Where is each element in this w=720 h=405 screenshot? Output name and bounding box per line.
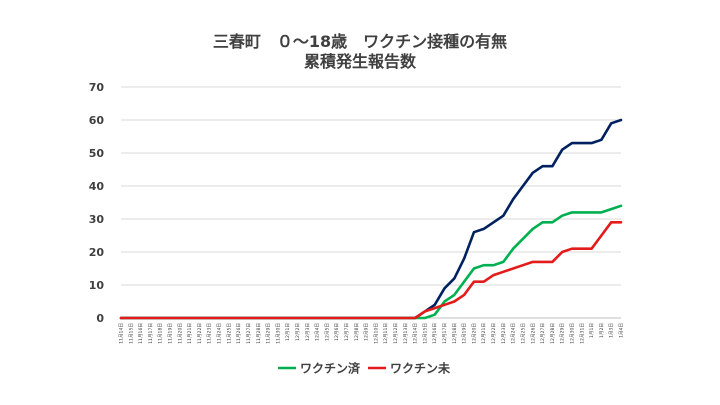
x-tick-label: 12月23日 [501,323,507,344]
x-tick-label: 12月28日 [550,323,556,344]
x-tick-label: 12月15日 [422,323,428,344]
y-tick-label: 0 [96,312,104,325]
x-tick-label: 11月28日 [256,323,262,344]
x-tick-label: 11月14日 [119,323,125,344]
x-tick-label: 11月20日 [177,323,183,344]
x-tick-label: 12月25日 [520,323,526,344]
x-tick-label: 12月2日 [295,323,301,341]
y-tick-label: 50 [89,147,105,160]
x-tick-label: 12月19日 [462,323,468,344]
x-tick-label: 11月19日 [168,323,174,344]
x-tick-label: 12月1日 [285,323,291,341]
x-tick-label: 11月18日 [158,323,164,344]
x-tick-label: 11月15日 [128,323,134,344]
x-tick-label: 12月17日 [442,323,448,344]
x-tick-label: 12月20日 [471,323,477,344]
x-tick-label: 12月3日 [305,323,311,341]
x-tick-label: 11月21日 [187,323,193,344]
x-tick-label: 12月7日 [344,323,350,341]
series-lines [119,118,623,320]
y-tick-label: 60 [89,114,105,127]
x-tick-label: 12月30日 [569,323,575,344]
x-tick-label: 12月16日 [432,323,438,344]
x-tick-label: 11月26日 [236,323,242,344]
chart-subtitle: 累積発生報告数 [304,52,417,71]
legend-label: ワクチン済 [300,361,361,376]
x-tick-label: 12月27日 [540,323,546,344]
x-tick-label: 11月22日 [197,323,203,344]
x-tick-label: 12月5日 [324,323,330,341]
grid-lines [121,86,621,319]
y-axis-tick-labels: 0 10 20 30 40 50 60 70 [89,81,105,325]
x-axis-tick-labels: 11月14日 11月15日 11月16日 11月17日 11月18日 11月19日 11月2… [119,323,625,344]
legend-label: ワクチン未 [390,361,450,376]
x-tick-label: 12月12日 [393,323,399,344]
x-tick-label: 1月2日 [599,323,605,338]
x-tick-label: 12月8日 [354,323,360,341]
series-line [119,221,623,320]
x-tick-label: 11月24日 [217,323,223,344]
x-tick-label: 11月29日 [266,323,272,344]
x-tick-label: 12月13日 [403,323,409,344]
x-tick-label: 12月6日 [334,323,340,341]
chart-title: 三春町 ０～18歳 ワクチン接種の有無 [213,32,507,51]
y-tick-label: 20 [89,246,105,259]
x-tick-label: 12月11日 [383,323,389,344]
x-tick-label: 12月10日 [373,323,379,344]
x-tick-label: 12月21日 [481,323,487,344]
x-tick-label: 12月4日 [315,323,321,341]
x-tick-label: 1月4日 [619,323,625,338]
x-tick-label: 12月31日 [579,323,585,344]
legend: ワクチン済 ワクチン未 [278,361,450,376]
x-tick-label: 11月27日 [246,323,252,344]
x-tick-label: 12月22日 [491,323,497,344]
x-tick-label: 12月24日 [511,323,517,344]
x-tick-label: 1月3日 [609,323,615,338]
x-tick-label: 11月16日 [138,323,144,344]
x-tick-label: 11月17日 [148,323,154,344]
x-tick-label: 11月25日 [226,323,232,344]
y-tick-label: 70 [89,81,105,94]
x-tick-label: 12月26日 [530,323,536,344]
x-tick-label: 11月30日 [275,323,281,344]
x-tick-label: 12月29日 [560,323,566,344]
x-tick-label: 12月14日 [413,323,419,344]
x-tick-label: 11月23日 [207,323,213,344]
x-tick-label: 12月18日 [452,323,458,344]
x-tick-label: 12月9日 [364,323,370,341]
x-tick-label: 1月1日 [589,323,595,338]
y-tick-label: 30 [89,213,105,226]
y-tick-label: 40 [89,180,105,193]
y-tick-label: 10 [89,279,105,292]
